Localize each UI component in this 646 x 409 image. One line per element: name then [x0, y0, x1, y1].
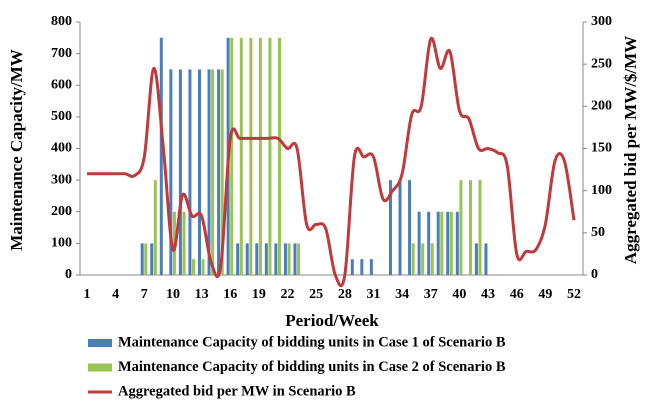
bar	[182, 211, 186, 275]
bar	[178, 69, 182, 275]
x-tick-label: 7	[141, 287, 148, 302]
bar	[287, 243, 291, 275]
bar	[249, 37, 253, 275]
legend-text: Maintenance Capacity of bidding units in…	[118, 359, 506, 375]
bar	[459, 180, 463, 275]
bar	[449, 211, 453, 275]
bar	[153, 180, 157, 275]
x-tick-label: 43	[481, 287, 495, 302]
bar	[440, 211, 444, 275]
bar	[169, 69, 173, 275]
x-tick-label: 49	[538, 287, 552, 302]
bar	[207, 69, 211, 275]
legend-swatch	[88, 363, 112, 372]
x-tick-label: 1	[84, 287, 91, 302]
y-tick-label: 200	[51, 204, 72, 219]
bar	[411, 243, 415, 275]
x-tick-label: 46	[510, 287, 524, 302]
x-tick-label: 10	[166, 287, 180, 302]
bar	[255, 243, 259, 275]
x-tick-label: 52	[567, 287, 581, 302]
y2-tick-label: 100	[591, 183, 612, 198]
y-tick-label: 800	[51, 14, 72, 29]
bar	[484, 243, 488, 275]
bar	[297, 243, 301, 275]
bar	[277, 37, 281, 275]
y-axis-title: Maintenance Capacity/MW	[7, 49, 26, 251]
bar	[211, 69, 215, 275]
bar	[264, 243, 268, 275]
x-tick-label: 13	[195, 287, 209, 302]
bar	[293, 243, 297, 275]
bar	[468, 180, 472, 275]
bar	[268, 37, 272, 275]
legend-text: Maintenance Capacity of bidding units in…	[118, 334, 506, 350]
y2-tick-label: 250	[591, 56, 612, 71]
bar	[369, 259, 373, 275]
bar	[217, 69, 221, 275]
bar	[236, 243, 240, 275]
bar	[201, 259, 205, 275]
x-tick-label: 40	[452, 287, 466, 302]
bar	[455, 211, 459, 275]
x-tick-label: 16	[223, 287, 237, 302]
bar	[144, 243, 148, 275]
bar	[258, 37, 262, 275]
bar	[197, 69, 201, 275]
bar	[220, 69, 224, 275]
y-tick-label: 500	[51, 109, 72, 124]
x-tick-label: 22	[281, 287, 295, 302]
bar	[421, 243, 425, 275]
bar	[427, 211, 431, 275]
y-tick-label: 100	[51, 236, 72, 251]
y2-axis-title: Aggregated bid per MW/$/MW	[621, 36, 640, 264]
y2-tick-label: 300	[591, 14, 612, 29]
bar	[398, 180, 402, 275]
y2-tick-label: 150	[591, 141, 612, 156]
bar	[239, 37, 243, 275]
y2-tick-label: 50	[591, 225, 605, 240]
bar	[388, 180, 392, 275]
bar	[188, 69, 192, 275]
bar	[283, 243, 287, 275]
bar	[150, 243, 154, 275]
bar	[350, 259, 354, 275]
bar	[230, 37, 234, 275]
bar	[436, 211, 440, 275]
bar	[446, 211, 450, 275]
y-tick-label: 700	[51, 46, 72, 61]
x-tick-label: 4	[112, 287, 119, 302]
bar	[430, 243, 434, 275]
x-tick-label: 28	[338, 287, 352, 302]
bar	[274, 243, 278, 275]
x-axis-title: Period/Week	[285, 311, 379, 330]
bar	[474, 243, 478, 275]
bar	[192, 259, 196, 275]
x-tick-label: 25	[309, 287, 323, 302]
bar	[360, 259, 364, 275]
x-tick-label: 34	[395, 287, 409, 302]
bar	[159, 37, 163, 275]
line-series	[87, 36, 576, 288]
x-tick-label: 31	[366, 287, 380, 302]
bar	[408, 180, 412, 275]
legend-text: Aggregated bid per MW in Scenario B	[118, 383, 356, 399]
y-tick-label: 300	[51, 172, 72, 187]
bar	[417, 211, 421, 275]
bar	[245, 243, 249, 275]
y-tick-label: 600	[51, 77, 72, 92]
y-tick-label: 0	[65, 267, 72, 282]
y-tick-label: 400	[51, 141, 72, 156]
legend-swatch	[88, 339, 112, 347]
y2-tick-label: 200	[591, 99, 612, 114]
bar	[140, 243, 144, 275]
x-tick-label: 37	[424, 287, 438, 302]
y2-tick-label: 0	[591, 267, 598, 282]
bar	[478, 180, 482, 275]
x-tick-label: 19	[252, 287, 266, 302]
